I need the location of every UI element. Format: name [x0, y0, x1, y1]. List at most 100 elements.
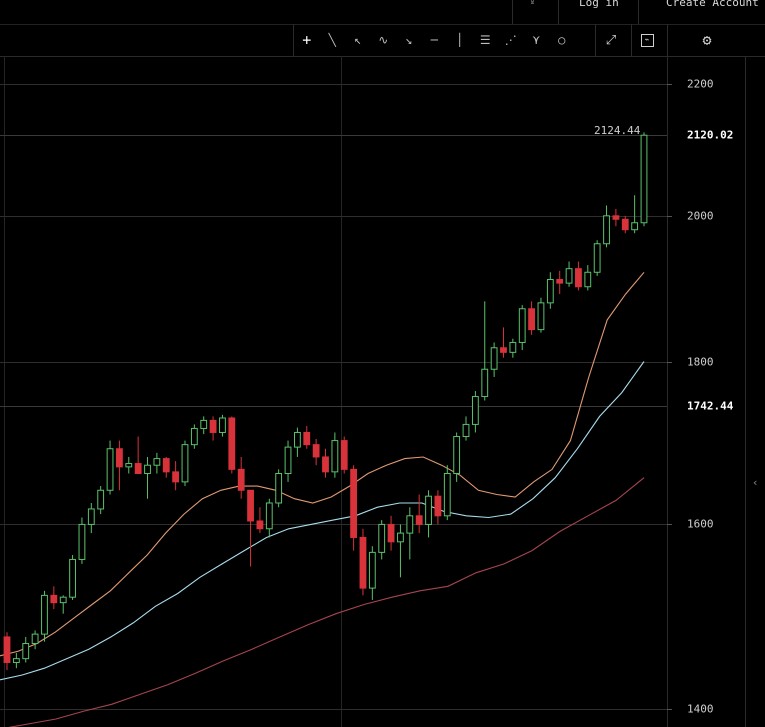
curve-tool[interactable]: ∿ — [371, 24, 397, 56]
candle[interactable] — [181, 440, 189, 487]
candle[interactable] — [97, 486, 105, 515]
candle[interactable] — [518, 305, 526, 351]
candle[interactable] — [462, 416, 470, 441]
circle-tool[interactable]: ○ — [549, 24, 575, 56]
candle[interactable] — [556, 270, 564, 295]
candle[interactable] — [312, 438, 320, 466]
candle[interactable] — [153, 452, 161, 474]
candle[interactable] — [303, 426, 311, 449]
candle[interactable] — [256, 507, 264, 534]
candle[interactable] — [575, 261, 582, 291]
candle[interactable] — [265, 498, 273, 538]
candle[interactable] — [50, 586, 58, 610]
candle[interactable] — [190, 424, 198, 449]
candle[interactable] — [443, 465, 451, 521]
candle[interactable] — [3, 632, 11, 671]
candle[interactable] — [87, 502, 95, 534]
settings-button[interactable]: ⚙ — [667, 24, 746, 56]
candle[interactable] — [134, 436, 142, 475]
candle[interactable] — [397, 524, 404, 578]
candle[interactable] — [59, 595, 67, 614]
create-account-button[interactable]: Create Account — [638, 0, 765, 24]
candle[interactable] — [219, 414, 226, 437]
crosshair-tool[interactable]: + — [294, 24, 320, 56]
candle[interactable] — [528, 301, 535, 335]
share-button[interactable]: ⇪ — [512, 0, 559, 24]
candle[interactable] — [481, 301, 489, 401]
candle-body — [116, 448, 123, 468]
candle[interactable] — [434, 490, 442, 525]
snapshot-button[interactable]: ⌁ — [631, 24, 662, 56]
grid-hline — [0, 84, 667, 85]
candle[interactable] — [621, 215, 629, 234]
candle[interactable] — [368, 546, 376, 600]
candle[interactable] — [275, 469, 283, 508]
candle[interactable] — [331, 432, 339, 478]
candle-body — [397, 532, 404, 543]
horizontal-line-tool[interactable]: ─ — [422, 24, 448, 56]
drawing-toolbar: + ╲ ↖ ∿ ↘ ─ │ ☰ ⋰ ⋎ ○ ⤢ ⌁ ⚙ — [0, 24, 765, 57]
candle[interactable] — [172, 461, 180, 491]
candle-body — [500, 347, 507, 353]
candle[interactable] — [228, 416, 236, 474]
candle[interactable] — [247, 489, 254, 567]
candle[interactable] — [603, 205, 610, 248]
candle[interactable] — [200, 416, 208, 435]
candle[interactable] — [12, 652, 20, 669]
candle-body — [565, 268, 573, 284]
candle[interactable] — [378, 520, 386, 560]
candle[interactable] — [359, 528, 367, 596]
candle[interactable] — [106, 440, 114, 495]
candle-body — [200, 419, 208, 429]
fib-lines-tool[interactable]: ☰ — [473, 24, 499, 56]
candle[interactable] — [593, 240, 601, 276]
candle[interactable] — [546, 272, 554, 309]
candle[interactable] — [406, 507, 414, 560]
candle[interactable] — [41, 590, 48, 642]
candle[interactable] — [144, 456, 151, 499]
candle-body — [322, 456, 329, 473]
candle[interactable] — [340, 436, 348, 474]
candle[interactable] — [125, 456, 133, 474]
candle[interactable] — [69, 555, 76, 600]
candle[interactable] — [284, 440, 292, 482]
fan-tool[interactable]: ⋰ — [498, 24, 524, 56]
candle[interactable] — [78, 517, 86, 564]
candle[interactable] — [490, 342, 498, 377]
candle[interactable] — [509, 338, 517, 358]
candle[interactable] — [453, 432, 461, 482]
trendline-tool[interactable]: ╲ — [320, 24, 346, 56]
candle[interactable] — [350, 465, 358, 551]
candle[interactable] — [471, 391, 479, 433]
ema-short-line — [0, 271, 645, 657]
price-chart[interactable] — [0, 56, 765, 727]
candle[interactable] — [237, 456, 245, 499]
candle[interactable] — [31, 630, 39, 650]
side-panel-toggle[interactable]: ‹ — [745, 56, 765, 727]
candle[interactable] — [584, 265, 592, 291]
candle[interactable] — [500, 327, 507, 358]
candle-body — [406, 515, 414, 534]
candle-body — [134, 463, 142, 475]
candle[interactable] — [116, 440, 123, 491]
candle[interactable] — [162, 456, 170, 478]
candle[interactable] — [537, 297, 545, 333]
arrow-tool[interactable]: ↘ — [396, 24, 422, 56]
pitchfork-tool[interactable]: ⋎ — [524, 24, 550, 56]
candle[interactable] — [22, 636, 30, 663]
candle[interactable] — [322, 448, 329, 478]
candle[interactable] — [565, 261, 573, 287]
ray-tool[interactable]: ↖ — [345, 24, 371, 56]
candle[interactable] — [631, 195, 639, 234]
candle[interactable] — [415, 494, 423, 534]
candle[interactable] — [387, 515, 395, 551]
candle[interactable] — [425, 490, 432, 538]
candle[interactable] — [612, 208, 620, 227]
candle-body — [434, 495, 442, 517]
candle[interactable] — [209, 416, 217, 441]
candle[interactable] — [293, 427, 301, 457]
vertical-line-tool[interactable]: │ — [447, 24, 473, 56]
candle[interactable] — [640, 132, 648, 227]
fullscreen-button[interactable]: ⤢ — [595, 24, 626, 56]
login-button[interactable]: Log in — [558, 0, 639, 24]
